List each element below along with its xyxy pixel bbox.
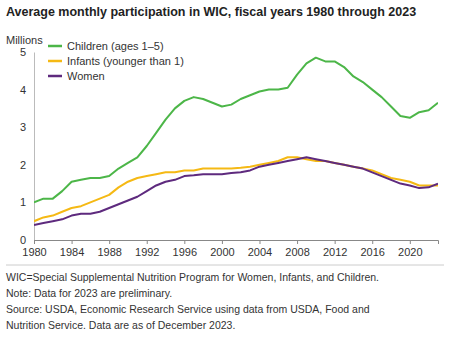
legend-item: Women — [48, 70, 105, 82]
y-tick: 4 — [20, 84, 34, 96]
series-line — [34, 58, 438, 203]
x-tick: 2020 — [398, 240, 422, 258]
x-tick-mark — [410, 240, 411, 244]
x-tick-mark — [259, 240, 260, 244]
note: Note: Data for 2023 are preliminary. — [6, 287, 172, 299]
note: WIC=Special Supplemental Nutrition Progr… — [6, 271, 379, 283]
x-tick: 1996 — [173, 240, 197, 258]
legend-item: Children (ages 1–5) — [48, 40, 164, 52]
x-tick-label: 1980 — [22, 246, 46, 258]
x-tick-mark — [297, 240, 298, 244]
title: Average monthly participation in WIC, fi… — [6, 5, 416, 19]
legend-swatch — [48, 75, 62, 78]
x-tick-mark — [335, 240, 336, 244]
legend-label: Children (ages 1–5) — [67, 40, 164, 52]
x-tick: 1980 — [22, 240, 46, 258]
y-tick: 5 — [20, 46, 34, 58]
separator — [6, 265, 444, 266]
y-tick-label: 2 — [20, 159, 26, 171]
x-tick: 1992 — [135, 240, 159, 258]
x-tick-mark — [372, 240, 373, 244]
legend-label: Infants (younger than 1) — [67, 55, 184, 67]
x-axis: 1980 1984 1988 1992 1996 2000 2004 2008 2012 2016… — [22, 240, 438, 258]
x-tick-label: 1988 — [97, 246, 121, 258]
series-line — [34, 157, 438, 221]
y-tick-label: 3 — [20, 121, 26, 133]
x-tick: 2004 — [248, 240, 272, 258]
y-tick-label: 4 — [20, 84, 26, 96]
x-tick-mark — [184, 240, 185, 244]
x-tick-label: 2016 — [360, 246, 384, 258]
x-tick: 2008 — [285, 240, 309, 258]
x-tick-mark — [147, 240, 148, 244]
legend-label: Women — [67, 70, 105, 82]
y-tick-label: 5 — [20, 46, 26, 58]
legend-swatch — [48, 60, 62, 63]
legend-swatch — [48, 45, 62, 48]
x-tick-label: 2020 — [398, 246, 422, 258]
note: Nutrition Service. Data are as of Decemb… — [6, 319, 235, 331]
x-tick-label: 2012 — [323, 246, 347, 258]
y-tick-label: 1 — [20, 196, 26, 208]
x-tick-label: 1992 — [135, 246, 159, 258]
series-line — [34, 157, 438, 225]
lines — [34, 58, 438, 225]
chart: Average monthly participation in WIC, fi… — [0, 0, 450, 347]
x-tick-label: 2000 — [210, 246, 234, 258]
x-tick-label: 2008 — [285, 246, 309, 258]
x-tick: 2016 — [360, 240, 384, 258]
y-tick-label: 0 — [20, 234, 26, 246]
y-axis-title: Millions — [6, 34, 43, 46]
y-tick: 0 — [20, 234, 34, 246]
x-tick-label: 1996 — [173, 246, 197, 258]
x-tick: 2000 — [210, 240, 234, 258]
y-axis-line — [34, 53, 35, 241]
x-axis-line — [35, 241, 439, 245]
x-tick: 1988 — [97, 240, 121, 258]
x-tick: 2012 — [323, 240, 347, 258]
x-tick-label: 1984 — [60, 246, 84, 258]
note: Source: USDA, Economic Research Service … — [6, 303, 370, 315]
y-tick: 1 — [20, 196, 34, 208]
y-tick: 3 — [20, 121, 34, 133]
x-tick-mark — [72, 240, 73, 244]
x-tick-mark — [109, 240, 110, 244]
legend: Children (ages 1–5) Infants (younger than… — [48, 40, 184, 82]
x-tick-mark — [222, 240, 223, 244]
plot: 0 1 2 3 4 5 1980 1984 1988 1992 1996 2000 2004 2008 20… — [20, 40, 439, 258]
y-tick: 2 — [20, 159, 34, 171]
x-tick-mark — [34, 240, 35, 244]
x-tick: 1984 — [60, 240, 84, 258]
x-tick-label: 2004 — [248, 246, 272, 258]
y-axis: 0 1 2 3 4 5 — [20, 46, 35, 246]
legend-item: Infants (younger than 1) — [48, 55, 184, 67]
